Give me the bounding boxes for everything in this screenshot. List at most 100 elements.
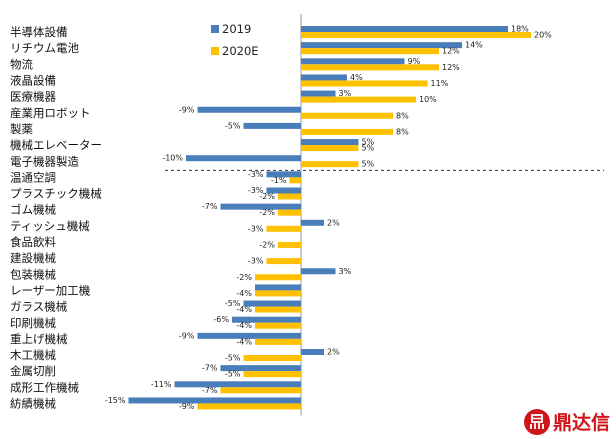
data-label-2020e: -4% <box>236 337 252 346</box>
data-label-2020e: -9% <box>179 402 195 411</box>
category-label: 金属切削 <box>10 364 56 378</box>
category-label: 物流 <box>10 57 33 71</box>
data-label-2020e: -1% <box>271 176 287 185</box>
bar-2020e <box>301 96 416 103</box>
data-label-2020e: -2% <box>259 208 275 217</box>
data-label-2019: 3% <box>339 89 352 98</box>
bar-2020e <box>278 193 301 200</box>
bar-2020e <box>266 258 301 265</box>
data-label-2019: -15% <box>105 396 126 405</box>
category-label: 紡績機械 <box>10 397 56 411</box>
data-label-2020e: 5% <box>362 160 375 169</box>
category-label: 成形工作機械 <box>10 380 79 394</box>
data-label-2019: -9% <box>179 105 195 114</box>
data-label-2019: -3% <box>248 186 264 195</box>
data-label-2020e: 8% <box>396 127 409 136</box>
bar-2020e <box>301 32 531 38</box>
bar-2019 <box>266 187 301 194</box>
data-label-2020e: -7% <box>202 386 218 395</box>
bar-2020e <box>255 338 301 345</box>
bar-2019 <box>301 90 336 97</box>
data-label-2020e: -5% <box>225 370 241 379</box>
bar-2020e <box>243 355 301 361</box>
legend-swatch-2019 <box>211 25 219 33</box>
data-label-2019: -3% <box>248 170 264 179</box>
data-label-2020e: 20% <box>534 31 552 40</box>
bar-2019 <box>301 42 462 49</box>
data-label-2020e: -3% <box>248 224 264 233</box>
data-label-2020e: 8% <box>396 111 409 120</box>
bar-2019 <box>243 300 301 307</box>
bar-2020e <box>255 306 301 313</box>
bar-2019 <box>301 349 324 355</box>
category-label: 木工機械 <box>10 348 56 362</box>
bar-2020e <box>255 290 301 297</box>
data-label-2019: 14% <box>465 41 483 50</box>
category-label: 包装機械 <box>10 267 56 281</box>
bar-2019 <box>301 58 405 65</box>
data-label-2020e: -5% <box>225 354 241 363</box>
bar-2019 <box>197 106 301 113</box>
data-label-2019: -5% <box>225 299 241 308</box>
data-label-2019: -7% <box>202 202 218 211</box>
bar-2019 <box>301 26 508 32</box>
bar-2020e <box>255 322 301 329</box>
category-label: リチウム電池 <box>10 41 79 55</box>
category-label: 電子機器製造 <box>10 154 79 168</box>
data-label-2020e: 12% <box>442 47 460 56</box>
bar-2020e <box>301 145 359 152</box>
bar-2020e <box>289 177 301 184</box>
bar-2019 <box>301 139 359 146</box>
category-label: 産業用ロボット <box>10 106 91 120</box>
bar-2019 <box>232 316 301 323</box>
data-label-2019: -7% <box>202 364 218 373</box>
bar-2020e <box>255 274 301 281</box>
bar-2020e <box>220 387 301 394</box>
category-label: 重上げ機械 <box>10 332 68 346</box>
category-label: ティッシュ機械 <box>10 219 90 233</box>
legend-label-2020e: 2020E <box>222 44 259 58</box>
category-label: 印刷機械 <box>10 316 56 330</box>
bar-2019 <box>220 365 301 372</box>
category-label: 液晶設備 <box>10 74 56 88</box>
data-label-2020e: -2% <box>259 240 275 249</box>
category-label: 機械エレベーター <box>10 138 102 152</box>
bar-2019 <box>128 397 301 404</box>
data-label-2019: -11% <box>151 380 172 389</box>
category-label: 半導体設備 <box>10 25 68 39</box>
bar-2020e <box>301 64 439 71</box>
logo-text: 鼎达信 <box>552 412 610 434</box>
data-label-2019: -6% <box>213 315 229 324</box>
data-label-2020e: -4% <box>236 289 252 298</box>
logo-mark-icon <box>523 408 550 435</box>
category-label: 温通空調 <box>10 170 56 184</box>
data-label-2020e: 10% <box>419 95 437 104</box>
bar-2019 <box>220 203 301 210</box>
data-label-2019: 18% <box>511 25 529 34</box>
category-label: 食品飲料 <box>10 235 56 249</box>
bar-2020e <box>301 128 393 135</box>
data-label-2020e: 5% <box>362 144 375 153</box>
bar-2019 <box>301 74 347 81</box>
legend-swatch-2020e <box>211 47 219 55</box>
legend: 2019 2020E <box>211 22 259 58</box>
data-label-2019: 5% <box>362 138 375 147</box>
bar-2020e <box>301 112 393 119</box>
category-label: 医療機器 <box>10 90 56 104</box>
bar-2019 <box>243 122 301 129</box>
brand-logo: 鼎达信 <box>523 408 610 435</box>
bar-2019 <box>301 268 336 275</box>
data-label-2020e: -2% <box>259 192 275 201</box>
bar-2019 <box>186 155 301 162</box>
bar-2020e <box>301 161 359 168</box>
bar-2019 <box>174 381 301 388</box>
data-label-2019: 2% <box>327 218 340 227</box>
bar-2020e <box>278 241 301 248</box>
category-label: レーザー加工機 <box>10 283 91 297</box>
bar-2020e <box>301 80 428 87</box>
data-label-2019: -10% <box>162 154 183 163</box>
bar-2020e <box>197 403 301 410</box>
data-label-2020e: -4% <box>236 305 252 314</box>
bar-2019 <box>301 219 324 226</box>
